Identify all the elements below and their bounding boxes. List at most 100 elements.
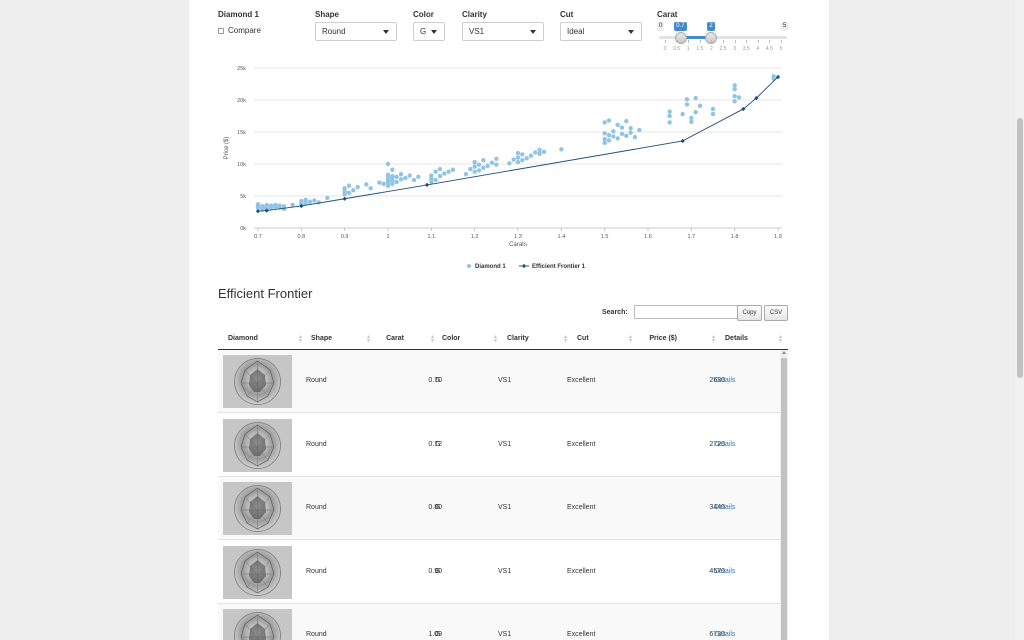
scatter-point — [303, 200, 308, 206]
csv-button[interactable]: CSV — [764, 305, 788, 321]
scatter-point — [346, 183, 352, 188]
cell-price: 2720 — [709, 440, 725, 448]
details-link[interactable]: Details — [714, 377, 736, 384]
cell-color: G — [435, 567, 441, 575]
scatter-point — [710, 106, 716, 112]
details-link[interactable]: Details — [714, 631, 736, 638]
cell-cut: Excellent — [567, 631, 596, 638]
cell-shape: Round — [306, 567, 327, 575]
carat-slider-handle-from[interactable] — [675, 32, 688, 44]
shape-select[interactable]: Round — [315, 22, 397, 41]
details-link[interactable]: Details — [714, 567, 736, 575]
sort-icon[interactable]: ▲ ▼ — [628, 334, 633, 344]
chevron-down-icon — [431, 30, 437, 34]
sort-icon[interactable]: ▲ ▼ — [563, 334, 568, 344]
column-header-clarity[interactable]: Clarity — [507, 335, 529, 342]
scatter-point — [736, 95, 742, 100]
scroll-up-icon[interactable] — [782, 351, 786, 354]
details-link[interactable]: Details — [714, 504, 736, 511]
scatter-point — [697, 103, 703, 108]
cell-cut: Excellent — [567, 377, 596, 384]
column-header-diamond[interactable]: Diamond — [228, 335, 258, 342]
scatter-point — [394, 174, 399, 179]
scatter-point — [450, 167, 456, 172]
scatter-point — [351, 188, 356, 193]
x-tick-label: 1.7 — [688, 234, 696, 240]
scatter-point — [346, 190, 352, 195]
scatter-point — [680, 111, 685, 117]
cell-shape: Round — [306, 377, 327, 384]
cut-select[interactable]: Ideal — [560, 22, 642, 41]
slider-grid-tick — [746, 40, 748, 43]
chevron-down-icon — [383, 30, 389, 34]
slider-grid-tick — [757, 40, 759, 43]
cell-clarity: VS1 — [498, 631, 512, 638]
sort-icon[interactable]: ▲ ▼ — [366, 334, 371, 344]
sort-icon[interactable]: ▲ ▼ — [430, 334, 435, 344]
scatter-point — [515, 150, 521, 156]
sort-icon[interactable]: ▲ ▼ — [298, 334, 303, 344]
scatter-point — [624, 133, 629, 139]
scatter-point — [381, 181, 386, 187]
cell-clarity: VS1 — [498, 567, 512, 575]
legend-marker-frontier — [521, 263, 527, 269]
sort-icon[interactable]: ▲ ▼ — [711, 334, 716, 344]
scatter-point — [732, 83, 737, 88]
x-tick-label: 1 — [386, 234, 389, 240]
page-scrollbar[interactable] — [1015, 0, 1024, 640]
column-header-details[interactable]: Details — [725, 335, 748, 342]
frontier-point — [264, 208, 269, 213]
scatter-point — [611, 129, 616, 134]
sort-icon[interactable]: ▲ ▼ — [778, 334, 783, 344]
scatter-point — [537, 151, 542, 156]
slider-grid-label: 4.5 — [765, 46, 773, 52]
details-link[interactable]: Details — [714, 440, 736, 448]
column-header-cut[interactable]: Cut — [577, 335, 589, 342]
column-header-carat[interactable]: Carat — [386, 335, 404, 342]
sort-icon[interactable]: ▲ ▼ — [493, 334, 498, 344]
scatter-point — [632, 134, 638, 140]
legend-label-frontier[interactable]: Efficient Frontier 1 — [532, 264, 586, 270]
scatter-point — [515, 155, 521, 160]
scatter-point — [398, 177, 404, 182]
carat-slider-handle-to[interactable] — [705, 32, 718, 44]
color-label: Color — [413, 10, 434, 19]
scatter-point — [403, 175, 408, 181]
search-input[interactable] — [634, 305, 738, 319]
carat-from-tag: 0.7 — [674, 22, 687, 31]
scatter-point — [385, 161, 391, 167]
scatter-point — [732, 86, 737, 92]
compare-label: Compare — [228, 26, 261, 35]
table-scrollbar-thumb[interactable] — [781, 358, 787, 640]
color-select[interactable]: G — [413, 22, 445, 41]
column-header-color[interactable]: Color — [442, 335, 461, 342]
copy-button[interactable]: Copy — [737, 305, 762, 321]
cell-price: 2630 — [709, 377, 725, 384]
carat-slider-range — [681, 36, 712, 39]
cut-label: Cut — [560, 10, 574, 19]
column-header-shape[interactable]: Shape — [311, 335, 333, 342]
column-header-price[interactable]: Price ($) — [649, 335, 677, 342]
diamond-label: Diamond 1 — [218, 10, 259, 19]
table-scrollbar[interactable] — [780, 350, 788, 640]
clarity-select[interactable]: VS1 — [462, 22, 544, 41]
scatter-point — [619, 125, 625, 130]
page-scrollbar-thumb[interactable] — [1017, 118, 1023, 378]
scatter-point — [602, 136, 607, 142]
scatter-point — [520, 152, 525, 157]
compare-checkbox[interactable] — [218, 28, 224, 34]
slider-grid-label: 3.5 — [742, 46, 750, 52]
cell-cut: Excellent — [567, 440, 596, 448]
legend-marker-diamond — [467, 264, 471, 268]
x-tick-label: 0.8 — [298, 234, 306, 240]
scatter-point — [407, 173, 412, 178]
legend-label-diamond[interactable]: Diamond 1 — [475, 264, 506, 270]
scatter-point — [606, 138, 612, 143]
carat-max-tag: 5 — [781, 22, 789, 31]
slider-grid-tick — [781, 40, 782, 43]
scatter-point — [494, 162, 499, 167]
scatter-point — [710, 111, 716, 117]
carat-slider-track[interactable] — [659, 36, 787, 39]
scatter-point — [433, 177, 438, 183]
slider-grid-tick — [711, 40, 713, 43]
